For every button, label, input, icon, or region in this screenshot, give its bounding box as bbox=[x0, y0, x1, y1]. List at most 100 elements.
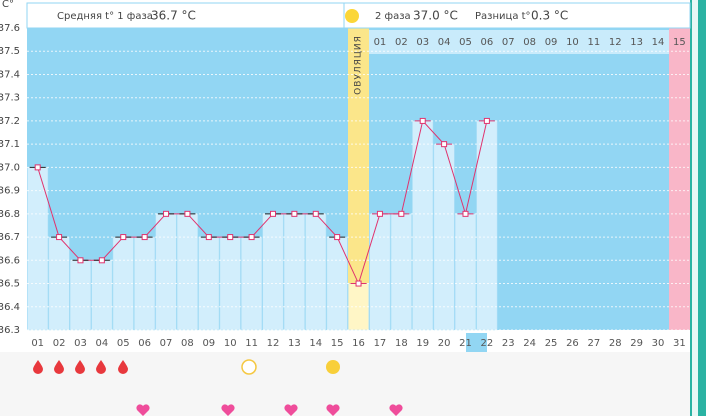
x-tick-label: 10 bbox=[224, 338, 237, 349]
phase2-day-label: 10 bbox=[566, 37, 579, 48]
ovulation-label: ОВУЛЯЦИЯ bbox=[354, 35, 364, 95]
point bbox=[398, 210, 405, 217]
point bbox=[184, 210, 191, 217]
x-tick-label: 13 bbox=[288, 338, 301, 349]
point bbox=[77, 257, 84, 264]
x-tick-label: 22 bbox=[481, 338, 494, 349]
phase1-value: 36.7 °C bbox=[151, 9, 196, 23]
x-tick-label: 25 bbox=[545, 338, 558, 349]
x-tick-label: 20 bbox=[438, 338, 451, 349]
y-tick-label: 36.7 bbox=[0, 232, 20, 243]
point bbox=[248, 234, 255, 241]
phase2-day-label: 01 bbox=[374, 37, 387, 48]
ovulation-dot bbox=[345, 9, 359, 23]
y-tick-label: 37.3 bbox=[0, 93, 20, 104]
ovulation-column bbox=[348, 28, 369, 330]
y-tick-label: 36.9 bbox=[0, 186, 20, 197]
x-tick-label: 24 bbox=[523, 338, 536, 349]
x-tick-label: 08 bbox=[181, 338, 194, 349]
phase2-day-label: 09 bbox=[545, 37, 558, 48]
phase2-day-label: 08 bbox=[523, 37, 536, 48]
x-tick-label: 11 bbox=[245, 338, 258, 349]
point bbox=[98, 257, 105, 264]
point bbox=[419, 117, 426, 124]
phase2-days-band bbox=[369, 30, 669, 54]
y-axis-label: C° bbox=[2, 0, 14, 10]
x-tick-label: 18 bbox=[395, 338, 408, 349]
y-tick-label: 36.8 bbox=[0, 209, 20, 220]
temperature-line bbox=[37, 119, 488, 285]
drop-icon bbox=[33, 360, 43, 374]
phase2-day-label: 14 bbox=[652, 37, 665, 48]
point bbox=[355, 280, 362, 287]
diff-label: Разница t° bbox=[475, 11, 531, 22]
x-tick-label: 15 bbox=[331, 338, 344, 349]
x-tick-label: 30 bbox=[652, 338, 665, 349]
heart-icon bbox=[136, 404, 150, 416]
x-tick-label: 01 bbox=[31, 338, 44, 349]
phase2-value: 37.0 °C bbox=[413, 9, 458, 23]
phase2-day-label: 02 bbox=[395, 37, 408, 48]
point bbox=[205, 234, 212, 241]
column bbox=[305, 213, 327, 331]
icon-rows bbox=[0, 352, 690, 416]
y-tick-label: 37.2 bbox=[0, 116, 20, 127]
x-tick-label: 31 bbox=[673, 338, 686, 349]
y-tick-label: 37.4 bbox=[0, 69, 20, 80]
x-tick-label: 07 bbox=[160, 338, 173, 349]
y-tick-label: 36.4 bbox=[0, 302, 20, 313]
x-tick-label: 19 bbox=[416, 338, 429, 349]
phase2-label: 2 фаза bbox=[375, 11, 411, 22]
x-tick-label: 12 bbox=[267, 338, 280, 349]
phase2-day-label: 07 bbox=[502, 37, 515, 48]
today-highlight bbox=[466, 333, 487, 352]
point bbox=[376, 210, 383, 217]
pink-column bbox=[669, 28, 690, 330]
filled-circle-icon bbox=[326, 360, 340, 374]
x-tick-label: 14 bbox=[309, 338, 322, 349]
empty-circle-icon bbox=[241, 359, 257, 375]
y-tick-label: 36.6 bbox=[0, 255, 20, 266]
x-tick-label: 04 bbox=[95, 338, 108, 349]
phase2-day-label: 04 bbox=[438, 37, 451, 48]
phase2-day-label: 12 bbox=[609, 37, 622, 48]
point bbox=[269, 210, 276, 217]
column bbox=[283, 213, 305, 331]
point bbox=[291, 210, 298, 217]
y-tick-label: 37.0 bbox=[0, 162, 20, 173]
y-tick-label: 37.6 bbox=[0, 23, 20, 34]
point bbox=[227, 234, 234, 241]
phase1-label: Средняя t° 1 фаза bbox=[57, 11, 153, 22]
point bbox=[34, 164, 41, 171]
x-tick-label: 06 bbox=[138, 338, 151, 349]
column bbox=[155, 213, 177, 331]
x-tick-label: 27 bbox=[587, 338, 600, 349]
point bbox=[462, 210, 469, 217]
y-tick-label: 37.5 bbox=[0, 46, 20, 57]
point bbox=[441, 141, 448, 148]
column bbox=[91, 260, 113, 331]
column bbox=[176, 213, 198, 331]
x-tick-label: 09 bbox=[202, 338, 215, 349]
point bbox=[141, 234, 148, 241]
x-tick-label: 05 bbox=[117, 338, 130, 349]
diff-value: 0.3 °C bbox=[531, 9, 568, 23]
heart-icon bbox=[284, 404, 298, 416]
drop-icon bbox=[54, 360, 64, 374]
point bbox=[56, 234, 63, 241]
column bbox=[369, 213, 391, 331]
heart-icon bbox=[326, 404, 340, 416]
column bbox=[390, 213, 412, 331]
heart-icon bbox=[389, 404, 403, 416]
x-tick-label: 23 bbox=[502, 338, 515, 349]
drop-icon bbox=[96, 360, 106, 374]
x-tick-label: 16 bbox=[352, 338, 365, 349]
drops bbox=[33, 360, 128, 374]
y-tick-label: 36.5 bbox=[0, 279, 20, 290]
phase2-day-label: 05 bbox=[459, 37, 472, 48]
phase2-day-label: 15 bbox=[673, 37, 686, 48]
x-tick-label: 26 bbox=[566, 338, 579, 349]
x-tick-label: 02 bbox=[53, 338, 66, 349]
x-tick-label: 03 bbox=[74, 338, 87, 349]
